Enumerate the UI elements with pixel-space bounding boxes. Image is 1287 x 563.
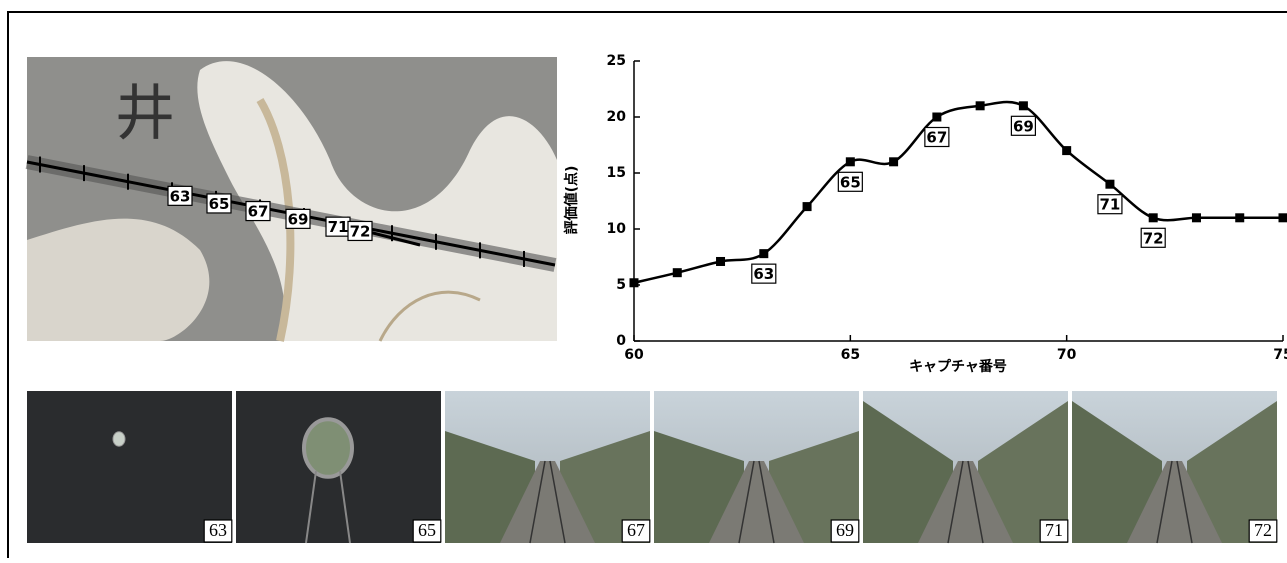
label: 67: [926, 129, 947, 147]
point: [1105, 180, 1114, 189]
tunnel-exit: [113, 432, 125, 446]
label: 71: [1045, 520, 1063, 540]
photo-strip: 63 65 67 69 71 72: [27, 391, 1277, 543]
point: [932, 113, 941, 122]
point: [673, 268, 682, 277]
photo: 65: [236, 391, 441, 543]
label: 67: [627, 520, 645, 540]
point: [846, 157, 855, 166]
x-tick-label: 70: [1057, 347, 1077, 363]
point: [889, 157, 898, 166]
label: 69: [1013, 117, 1034, 135]
x-axis-label: キャプチャ番号: [909, 358, 1007, 375]
photo: 67: [445, 391, 650, 543]
y-axis-label: 評価値(点): [563, 166, 580, 235]
x-tick-label: 65: [841, 347, 860, 363]
y-tick-label: 10: [607, 221, 627, 237]
x-tick-label: 60: [624, 347, 644, 363]
point: [1279, 213, 1287, 222]
label: 72: [1143, 229, 1164, 247]
label: 67: [248, 203, 269, 221]
y-tick-label: 20: [607, 109, 627, 125]
point: [976, 101, 985, 110]
series-line: [634, 102, 1283, 283]
label: 71: [1099, 196, 1120, 214]
x-tick-label: 75: [1273, 347, 1287, 363]
point: [716, 257, 725, 266]
photo-bg: [27, 391, 232, 543]
tunnel-exit: [304, 419, 352, 477]
y-tick-label: 5: [616, 277, 626, 293]
point: [759, 249, 768, 258]
point: [1019, 101, 1028, 110]
label: 63: [753, 265, 774, 283]
map-place: 井: [115, 81, 175, 147]
point: [1149, 213, 1158, 222]
photo: 63: [27, 391, 232, 543]
label: 63: [170, 187, 191, 205]
label: 65: [209, 195, 230, 213]
point: [630, 278, 639, 287]
label: 71: [328, 218, 349, 236]
point: [1235, 213, 1244, 222]
point: [1192, 213, 1201, 222]
label: 69: [836, 520, 854, 540]
y-tick-label: 25: [607, 53, 626, 69]
label: 65: [418, 520, 436, 540]
photo: 71: [863, 391, 1068, 543]
label: 69: [288, 210, 309, 228]
photo: 69: [654, 391, 859, 543]
y-tick-label: 15: [607, 165, 626, 181]
label: 72: [350, 222, 371, 240]
point: [1062, 146, 1071, 155]
label: 65: [840, 173, 861, 191]
point: [803, 202, 812, 211]
figure: 井 636567697172 636567697172 評価値(点) キャプチャ…: [0, 0, 1287, 558]
label: 72: [1254, 520, 1272, 540]
photo: 72: [1072, 391, 1277, 543]
label: 63: [209, 520, 227, 540]
